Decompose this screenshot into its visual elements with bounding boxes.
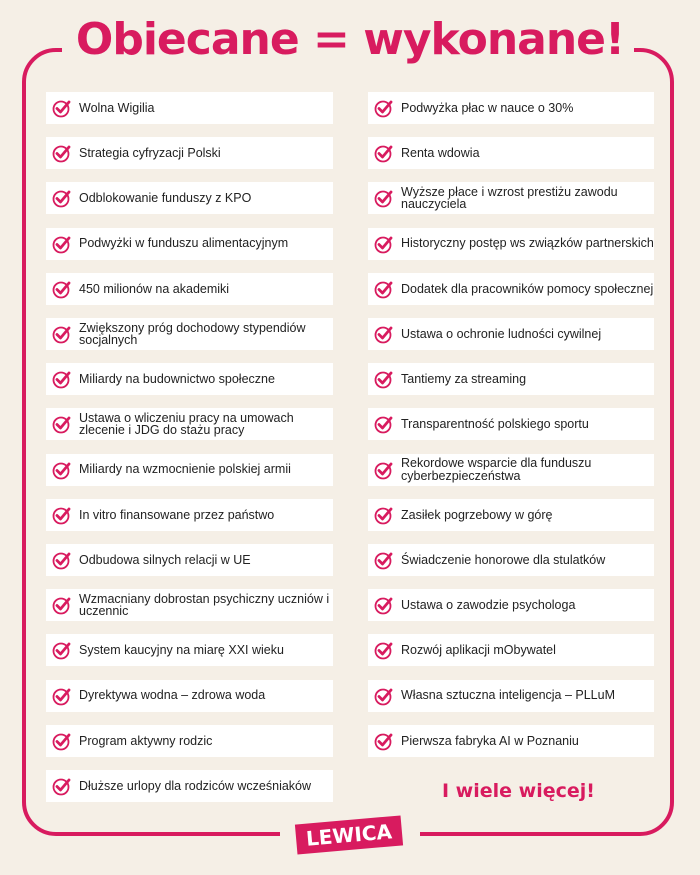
list-item: Podwyżki w funduszu alimentacyjnym xyxy=(46,227,333,260)
item-label: Własna sztuczna inteligencja – PLLuM xyxy=(401,688,616,703)
list-item: Renta wdowia xyxy=(368,137,654,170)
check-circle-icon xyxy=(52,550,72,570)
list-item: Własna sztuczna inteligencja – PLLuM xyxy=(368,679,654,712)
item-label: Program aktywny rodzic xyxy=(79,733,213,748)
list-item: Transparentność polskiego sportu xyxy=(368,408,654,441)
item-label: In vitro finansowane przez państwo xyxy=(79,507,275,522)
item-label: Renta wdowia xyxy=(401,145,480,160)
check-circle-icon xyxy=(52,143,72,163)
check-circle-icon xyxy=(52,640,72,660)
item-label: Historyczny postęp ws związków partnersk… xyxy=(401,236,654,251)
item-label: Podwyżka płac w nauce o 30% xyxy=(401,100,574,115)
check-circle-icon xyxy=(52,414,72,434)
check-circle-icon xyxy=(52,460,72,480)
check-circle-icon xyxy=(52,595,72,615)
item-label: Wzmacniany dobrostan psychiczny uczniów … xyxy=(79,591,330,619)
item-label: Wolna Wigilia xyxy=(79,100,155,115)
list-item: System kaucyjny na miarę XXI wieku xyxy=(46,634,333,667)
check-circle-icon xyxy=(52,505,72,525)
list-item: Dyrektywa wodna – zdrowa woda xyxy=(46,679,333,712)
item-label: Zwiększony próg dochodowy stypendiów soc… xyxy=(79,320,306,347)
item-label: 450 milionów na akademiki xyxy=(79,281,230,296)
check-circle-icon xyxy=(52,369,72,389)
item-label: Tantiemy za streaming xyxy=(401,371,527,386)
item-label: Miliardy na budownictwo społeczne xyxy=(79,371,275,386)
check-circle-icon xyxy=(374,188,394,208)
item-label: Świadczenie honorowe dla stulatków xyxy=(401,552,606,567)
list-item: Dłuższe urlopy dla rodziców wcześniaków xyxy=(46,770,333,802)
check-circle-icon xyxy=(52,188,72,208)
item-label: Podwyżki w funduszu alimentacyjnym xyxy=(79,236,289,251)
check-circle-icon xyxy=(374,686,394,706)
more-text: I wiele więcej! xyxy=(442,780,595,802)
check-circle-icon xyxy=(52,98,72,118)
item-label: Miliardy na wzmocnienie polskiej armii xyxy=(79,462,291,477)
list-item: Rekordowe wsparcie dla funduszu cyberbez… xyxy=(368,453,654,486)
list-item: Zasiłek pogrzebowy w górę xyxy=(368,498,654,531)
list-item: Miliardy na budownictwo społeczne xyxy=(46,363,333,396)
check-circle-icon xyxy=(374,234,394,254)
item-label: Strategia cyfryzacji Polski xyxy=(79,145,221,160)
check-circle-icon xyxy=(52,686,72,706)
check-circle-icon xyxy=(374,414,394,434)
check-circle-icon xyxy=(374,98,394,118)
list-item: Wyższe płace i wzrost prestiżu zawodu na… xyxy=(368,182,654,215)
item-label: Zasiłek pogrzebowy w górę xyxy=(401,507,553,522)
item-label: System kaucyjny na miarę XXI wieku xyxy=(79,643,284,658)
check-circle-icon xyxy=(374,143,394,163)
list-item: Dodatek dla pracowników pomocy społeczne… xyxy=(368,272,654,305)
item-label: Pierwsza fabryka AI w Poznaniu xyxy=(401,733,579,748)
list-item: Świadczenie honorowe dla stulatków xyxy=(368,544,654,576)
item-label: Odbudowa silnych relacji w UE xyxy=(79,552,251,567)
item-label: Ustawa o ochronie ludności cywilnej xyxy=(401,326,602,341)
check-circle-icon xyxy=(374,279,394,299)
check-circle-icon xyxy=(374,369,394,389)
list-item: Podwyżka płac w nauce o 30% xyxy=(368,92,654,124)
item-label: Ustawa o wliczeniu pracy na umowach zlec… xyxy=(79,410,294,438)
list-item: Ustawa o zawodzie psychologa xyxy=(368,589,654,622)
list-item: Miliardy na wzmocnienie polskiej armii xyxy=(46,453,333,486)
check-circle-icon xyxy=(52,731,72,751)
item-label: Odblokowanie funduszy z KPO xyxy=(79,191,252,206)
list-item: Rozwój aplikacji mObywatel xyxy=(368,634,654,667)
list-item: Historyczny postęp ws związków partnersk… xyxy=(368,227,654,260)
list-item: Program aktywny rodzic xyxy=(46,724,333,757)
list-item: Ustawa o wliczeniu pracy na umowach zlec… xyxy=(46,408,333,441)
check-circle-icon xyxy=(374,460,394,480)
item-label: Transparentność polskiego sportu xyxy=(401,417,589,432)
item-label: Rekordowe wsparcie dla funduszu cyberbez… xyxy=(401,456,592,483)
list-item: 450 milionów na akademiki xyxy=(46,272,333,305)
list-item: Wzmacniany dobrostan psychiczny uczniów … xyxy=(46,589,333,622)
list-item: Strategia cyfryzacji Polski xyxy=(46,137,333,170)
list-item: Odblokowanie funduszy z KPO xyxy=(46,182,333,215)
check-circle-icon xyxy=(52,324,72,344)
item-label: Dodatek dla pracowników pomocy społeczne… xyxy=(401,281,654,296)
list-item: Ustawa o ochronie ludności cywilnej xyxy=(368,318,654,350)
check-circle-icon xyxy=(374,640,394,660)
list-item: Pierwsza fabryka AI w Poznaniu xyxy=(368,724,654,757)
check-circle-icon xyxy=(374,324,394,344)
check-circle-icon xyxy=(52,234,72,254)
list-item: Zwiększony próg dochodowy stypendiów soc… xyxy=(46,318,333,350)
list-item: Odbudowa silnych relacji w UE xyxy=(46,544,333,576)
check-circle-icon xyxy=(52,279,72,299)
list-item: Wolna Wigilia xyxy=(46,92,333,124)
check-circle-icon xyxy=(374,505,394,525)
item-label: Ustawa o zawodzie psychologa xyxy=(401,597,576,612)
check-circle-icon xyxy=(52,776,72,796)
item-label: Rozwój aplikacji mObywatel xyxy=(401,643,556,658)
list-item: In vitro finansowane przez państwo xyxy=(46,498,333,531)
item-label: Wyższe płace i wzrost prestiżu zawodu na… xyxy=(401,184,618,212)
list-item: Tantiemy za streaming xyxy=(368,363,654,396)
item-label: Dłuższe urlopy dla rodziców wcześniaków xyxy=(79,778,312,793)
poster-title: Obiecane = wykonane! xyxy=(75,14,625,65)
check-circle-icon xyxy=(374,731,394,751)
item-label: Dyrektywa wodna – zdrowa woda xyxy=(79,688,266,703)
check-circle-icon xyxy=(374,595,394,615)
check-circle-icon xyxy=(374,550,394,570)
